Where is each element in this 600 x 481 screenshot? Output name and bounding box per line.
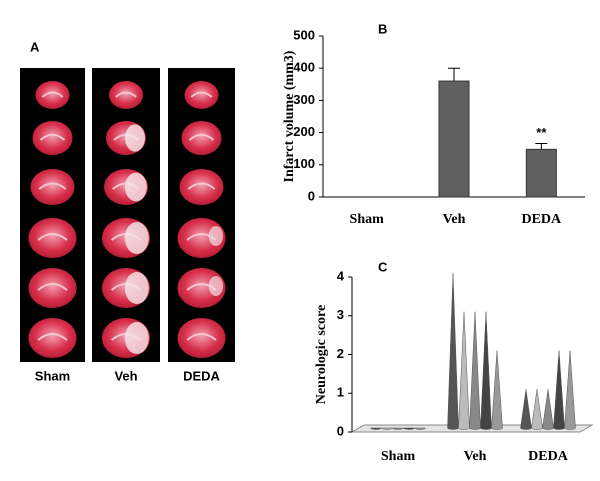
- brain-detail: [186, 333, 217, 341]
- group-label: DEDA: [183, 368, 220, 383]
- group-label: Sham: [35, 368, 70, 383]
- cone: [458, 311, 470, 430]
- y-tick-label: 100: [293, 156, 315, 171]
- y-tick-label: 0: [337, 423, 344, 438]
- brain-slice: [28, 318, 77, 358]
- bar: [525, 148, 557, 198]
- cone: [520, 389, 532, 430]
- brain-slice: [32, 121, 73, 155]
- y-tick-label: 1: [337, 385, 344, 400]
- panel-label: B: [378, 21, 387, 36]
- cone: [392, 427, 404, 430]
- lesion: [124, 172, 147, 202]
- cone: [480, 311, 492, 430]
- error-bar: [448, 67, 460, 82]
- brain-slice: [184, 81, 219, 109]
- y-axis-label: Neurologic score: [314, 305, 329, 404]
- annotation: **: [536, 125, 547, 140]
- brain-detail: [187, 182, 216, 190]
- x-tick-label: Sham: [350, 212, 385, 227]
- brain-detail: [188, 133, 215, 141]
- brain-slice: [30, 169, 75, 205]
- error-bar: [535, 143, 548, 150]
- y-tick-label: 4: [337, 268, 345, 283]
- brain-detail: [41, 91, 64, 98]
- brain-detail: [39, 133, 66, 141]
- cone: [447, 272, 459, 430]
- cone: [414, 427, 426, 430]
- panel-label: A: [30, 39, 40, 54]
- brain-slice: [35, 81, 70, 109]
- brain-detail: [38, 182, 67, 190]
- y-tick-label: 200: [293, 124, 315, 139]
- brain-detail: [37, 233, 68, 241]
- cone: [553, 350, 565, 430]
- x-tick-label: DEDA: [521, 212, 562, 227]
- cone: [564, 350, 576, 430]
- lesion: [208, 226, 224, 246]
- cone: [491, 350, 503, 430]
- cone: [469, 311, 481, 430]
- lesion: [125, 124, 145, 152]
- brain-slices: [20, 68, 235, 362]
- y-tick-label: 500: [293, 27, 315, 42]
- y-axis-label: Infarct volume (mm3): [282, 50, 297, 182]
- brain-slice: [28, 218, 77, 258]
- brain-detail: [115, 91, 137, 98]
- bar: [438, 80, 470, 198]
- cone: [531, 389, 543, 430]
- brain-slice: [109, 81, 143, 109]
- y-tick-label: 0: [308, 188, 315, 203]
- y-tick-label: 400: [293, 60, 315, 75]
- y-tick-label: 300: [293, 92, 315, 107]
- x-tick-label: Sham: [381, 449, 416, 464]
- brain-detail: [190, 91, 213, 98]
- cone: [403, 427, 415, 430]
- x-tick-label: Veh: [443, 212, 466, 227]
- brain-detail: [37, 283, 68, 291]
- brain-slice: [179, 169, 224, 205]
- lesion: [124, 322, 149, 354]
- lesion: [208, 276, 224, 296]
- y-tick-label: 2: [337, 346, 344, 361]
- cone: [370, 427, 382, 430]
- cone: [542, 389, 554, 430]
- x-tick-label: Veh: [464, 449, 487, 464]
- panel-label: C: [378, 259, 388, 274]
- y-tick-label: 3: [337, 307, 344, 322]
- x-tick-label: DEDA: [528, 449, 569, 464]
- brain-slice: [177, 318, 226, 358]
- photo-panel: [92, 68, 160, 362]
- photo-panel: [20, 68, 85, 362]
- group-label: Veh: [114, 368, 137, 383]
- brain-slice: [28, 268, 77, 308]
- photo-panel: [168, 68, 235, 362]
- cone: [381, 427, 393, 430]
- brain-detail: [37, 333, 68, 341]
- lesion: [124, 222, 149, 254]
- lesion: [124, 272, 149, 304]
- brain-slice: [181, 121, 222, 155]
